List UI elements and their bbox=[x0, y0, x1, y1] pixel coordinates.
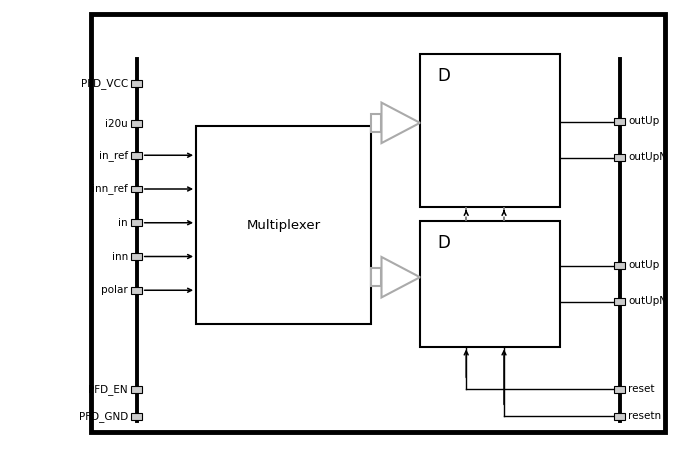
Bar bbox=[615, 118, 624, 125]
Bar bbox=[132, 287, 141, 294]
Bar bbox=[132, 120, 141, 127]
Text: inn: inn bbox=[112, 252, 128, 261]
Text: in: in bbox=[118, 218, 128, 228]
Bar bbox=[420, 220, 560, 346]
Bar bbox=[371, 268, 382, 286]
Bar bbox=[132, 220, 141, 226]
Text: outUpN: outUpN bbox=[628, 297, 667, 306]
Bar bbox=[615, 386, 624, 392]
Text: PFD_EN: PFD_EN bbox=[88, 384, 128, 395]
Bar bbox=[91, 14, 665, 432]
Text: i20u: i20u bbox=[105, 119, 128, 129]
Bar bbox=[420, 54, 560, 207]
Bar bbox=[132, 413, 141, 419]
Text: in_ref: in_ref bbox=[99, 150, 128, 161]
Bar bbox=[615, 413, 624, 419]
Text: inn_ref: inn_ref bbox=[92, 184, 128, 194]
Text: D: D bbox=[438, 68, 450, 86]
Polygon shape bbox=[382, 257, 420, 297]
Text: outUp: outUp bbox=[628, 117, 659, 126]
Bar bbox=[615, 154, 624, 161]
Text: resetn: resetn bbox=[628, 411, 661, 421]
Bar bbox=[371, 114, 382, 132]
Bar bbox=[615, 262, 624, 269]
Text: reset: reset bbox=[628, 384, 654, 394]
Text: polar: polar bbox=[102, 285, 128, 295]
Bar bbox=[132, 253, 141, 260]
Bar bbox=[132, 152, 141, 158]
Bar bbox=[615, 298, 624, 305]
Bar bbox=[132, 386, 141, 392]
Bar bbox=[132, 185, 141, 193]
Text: outUpN: outUpN bbox=[628, 153, 667, 162]
Polygon shape bbox=[382, 103, 420, 143]
Text: PFD_GND: PFD_GND bbox=[79, 411, 128, 422]
Text: Multiplexer: Multiplexer bbox=[246, 219, 321, 231]
Bar bbox=[196, 126, 371, 324]
Text: outUp: outUp bbox=[628, 261, 659, 270]
Bar bbox=[132, 80, 141, 86]
Text: D: D bbox=[438, 234, 450, 252]
Text: PFD_VCC: PFD_VCC bbox=[80, 78, 128, 89]
